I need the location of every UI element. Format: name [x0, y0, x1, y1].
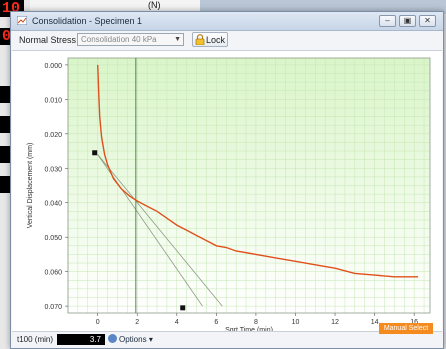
x-tick-label: 10 [292, 319, 300, 326]
t100-value-field[interactable]: 3.7 [57, 334, 105, 345]
x-tick-label: 6 [214, 319, 218, 326]
background-unit-label: (N) [148, 0, 161, 10]
x-tick-label: 12 [331, 319, 339, 326]
chart-icon [17, 16, 27, 25]
y-tick-label: 0.060 [44, 270, 62, 277]
y-tick-label: 0.010 [44, 97, 62, 104]
normal-stress-value: Consolidation 40 kPa [81, 35, 157, 44]
y-tick-label: 0.020 [44, 132, 62, 139]
minimize-button[interactable]: – [379, 15, 396, 27]
y-axis-label: Vertical Displacement (mm) [27, 143, 34, 229]
x-tick-label: 14 [371, 319, 379, 326]
title-bar[interactable]: Consolidation - Specimen 1 – ▣ ✕ [11, 12, 443, 31]
x-tick-label: 16 [410, 319, 418, 326]
data-series-line [97, 64, 419, 278]
toolbar: Normal Stress Consolidation 40 kPa ▼ Loc… [11, 31, 443, 49]
close-button[interactable]: ✕ [419, 15, 436, 27]
plot-border [67, 57, 431, 314]
consolidation-chart[interactable]: 0.000 0.010 0.020 0.030 0.040 0.050 0.060 0.070… [12, 50, 442, 332]
data-marker [180, 305, 186, 311]
chevron-down-icon: ▾ [148, 335, 153, 344]
t100-label: t100 (min) [17, 335, 54, 344]
manual-select-button[interactable]: Manual Select [379, 323, 433, 334]
construction-line [97, 154, 223, 307]
options-label: Options [119, 335, 147, 344]
lock-button[interactable]: Lock [192, 32, 228, 47]
y-tick-label: 0.050 [44, 235, 62, 242]
y-tick-label: 0.040 [44, 201, 62, 208]
normal-stress-label: Normal Stress [19, 35, 77, 45]
x-tick-label: 8 [254, 319, 258, 326]
x-tick-label: 2 [135, 319, 139, 326]
x-tick-label: 0 [96, 319, 100, 326]
consolidation-window: Consolidation - Specimen 1 – ▣ ✕ Normal … [10, 11, 444, 349]
y-tick-label: 0.070 [44, 304, 62, 311]
chart-svg[interactable]: 0.000 0.010 0.020 0.030 0.040 0.050 0.060 0.070… [12, 51, 442, 331]
window-title: Consolidation - Specimen 1 [32, 16, 143, 26]
chevron-down-icon: ▼ [174, 36, 181, 43]
background-toolbar [200, 0, 446, 14]
y-tick-label: 0.000 [44, 63, 62, 70]
status-bar: t100 (min) 3.7 Options ▾ Manual Select [11, 323, 443, 348]
options-menu[interactable]: Options ▾ [108, 334, 153, 344]
normal-stress-select[interactable]: Consolidation 40 kPa ▼ [77, 33, 184, 46]
restore-button[interactable]: ▣ [399, 15, 416, 27]
lock-label: Lock [206, 35, 226, 45]
options-icon [108, 334, 117, 343]
lock-icon [195, 34, 205, 45]
data-marker [92, 150, 98, 156]
x-tick-label: 4 [175, 319, 179, 326]
y-tick-label: 0.030 [44, 166, 62, 173]
x-axis-label: Sqrt Time (min) [225, 327, 273, 331]
